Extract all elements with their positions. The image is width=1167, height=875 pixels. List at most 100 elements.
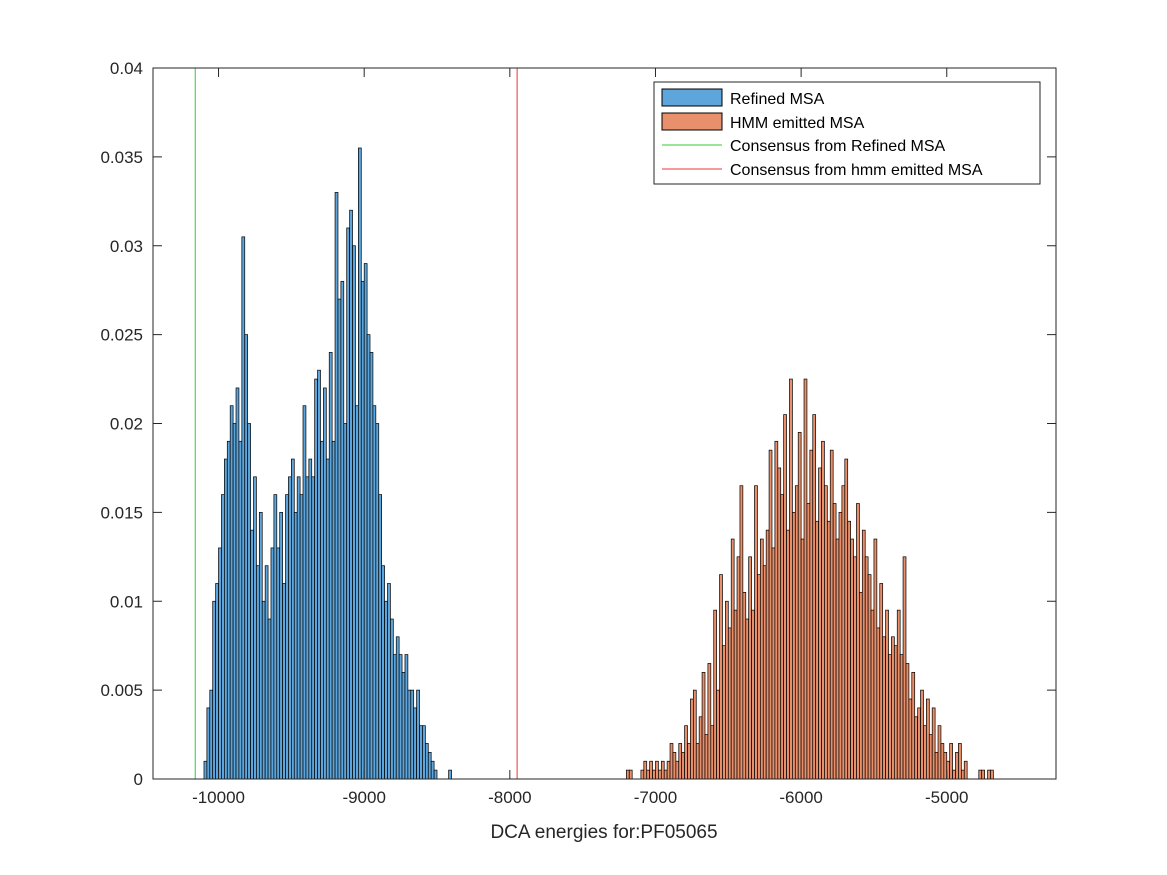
histogram-bar-series-0 <box>416 689 420 780</box>
histogram-bar-series-1 <box>695 743 700 780</box>
histogram-bar-series-1 <box>663 769 668 780</box>
histogram-bar-series-1 <box>719 574 723 780</box>
histogram-bar-series-0 <box>392 654 397 780</box>
histogram-bar-series-0 <box>366 334 371 780</box>
consensus-lines-layer <box>194 68 518 779</box>
histogram-bar-series-0 <box>209 689 214 780</box>
histogram-bar-series-0 <box>384 600 388 780</box>
histogram-bar-series-1 <box>893 645 898 780</box>
histogram-bar-series-1 <box>727 627 732 780</box>
histogram-bar-series-1 <box>690 698 694 780</box>
histogram-bar-series-1 <box>675 760 680 780</box>
histogram-bar-series-1 <box>806 503 811 780</box>
y-tick-label: 0.015 <box>100 503 143 522</box>
bars-layer <box>203 147 994 780</box>
y-tick-label: 0.035 <box>100 148 143 167</box>
histogram-bar-series-0 <box>218 547 222 780</box>
histogram-bar-series-0 <box>221 494 225 780</box>
histogram-bar-series-1 <box>783 414 787 780</box>
histogram-bar-series-0 <box>317 369 321 780</box>
histogram-bar-series-1 <box>911 671 916 780</box>
histogram-bar-series-0 <box>381 565 385 780</box>
legend-label-refined: Refined MSA <box>730 91 825 108</box>
legend-swatch-refined <box>661 88 723 107</box>
histogram-bar-series-1 <box>876 627 881 780</box>
histogram-bar-series-1 <box>692 689 697 780</box>
histogram-bar-series-0 <box>244 334 249 780</box>
histogram-bar-series-1 <box>955 751 959 780</box>
histogram-bar-series-1 <box>733 609 738 780</box>
histogram-bar-series-0 <box>425 743 429 780</box>
histogram-bar-series-1 <box>707 663 712 780</box>
histogram-bar-series-1 <box>838 512 843 780</box>
histogram-bar-series-1 <box>934 751 939 780</box>
histogram-bar-series-1 <box>792 512 796 780</box>
histogram-bar-series-1 <box>873 538 878 780</box>
histogram-bar-series-1 <box>861 529 866 780</box>
histogram-bar-series-0 <box>270 547 275 780</box>
histogram-bar-series-1 <box>643 760 648 780</box>
histogram-bar-series-1 <box>722 645 726 780</box>
histogram-bar-series-1 <box>917 707 921 780</box>
histogram-bar-series-1 <box>870 609 875 780</box>
histogram-bar-series-1 <box>713 609 717 780</box>
histogram-bar-series-1 <box>850 538 854 780</box>
histogram-bar-series-1 <box>678 743 683 780</box>
x-tick-label: -6000 <box>779 788 822 807</box>
histogram-bar-series-1 <box>774 440 779 780</box>
histogram-bar-series-1 <box>859 592 863 780</box>
legend-label-consensus-refined: Consensus from Refined MSA <box>730 138 946 155</box>
histogram-bar-series-0 <box>375 423 380 780</box>
histogram-bar-series-0 <box>299 494 304 780</box>
histogram-bar-series-1 <box>698 716 703 780</box>
histogram-bar-series-1 <box>818 467 822 780</box>
histogram-bar-series-0 <box>226 440 231 780</box>
histogram-bar-series-1 <box>829 449 834 780</box>
histogram-bar-series-0 <box>296 476 301 780</box>
histogram-bar-series-1 <box>905 663 910 780</box>
y-tick-label: 0.025 <box>100 326 143 345</box>
histogram-bar-series-0 <box>229 405 234 780</box>
histogram-bar-series-0 <box>235 387 240 780</box>
histogram-bar-series-1 <box>745 618 750 780</box>
histogram-bar-series-1 <box>736 556 741 780</box>
histogram-bar-series-1 <box>949 743 953 780</box>
histogram-bar-series-1 <box>902 556 907 780</box>
histogram-bar-series-0 <box>422 725 426 780</box>
histogram-bar-series-1 <box>826 520 831 780</box>
x-tick-label: -10000 <box>192 788 245 807</box>
histogram-bar-series-1 <box>687 743 691 780</box>
histogram-bar-series-1 <box>841 485 846 780</box>
histogram-bar-series-1 <box>628 769 633 780</box>
histogram-bar-series-1 <box>879 583 884 780</box>
histogram-bar-series-0 <box>358 147 362 780</box>
y-tick-label: 0 <box>134 770 143 789</box>
histogram-bar-series-0 <box>401 671 406 780</box>
histogram-bar-series-1 <box>684 725 688 780</box>
histogram-bar-series-0 <box>267 618 272 780</box>
histogram-bar-series-1 <box>928 734 933 780</box>
histogram-bar-series-0 <box>285 494 289 780</box>
histogram-bar-series-0 <box>407 689 412 780</box>
histogram-bar-series-0 <box>331 440 336 780</box>
histogram-bar-series-0 <box>410 689 415 780</box>
histogram-bar-series-1 <box>856 503 860 780</box>
histogram-bar-series-0 <box>215 583 219 780</box>
histogram-bar-series-1 <box>794 485 799 780</box>
histogram-bar-series-1 <box>748 556 752 780</box>
histogram-bar-series-0 <box>387 583 391 780</box>
histogram-bar-series-1 <box>672 751 677 780</box>
histogram-bar-series-0 <box>302 405 307 780</box>
histogram-bar-series-1 <box>786 529 790 780</box>
histogram-bar-series-0 <box>448 769 452 780</box>
histogram-bar-series-0 <box>430 760 435 780</box>
histogram-bar-series-1 <box>681 751 685 780</box>
histogram-bar-series-1 <box>835 538 840 780</box>
histogram-bar-series-1 <box>987 769 991 780</box>
histogram-bar-series-0 <box>372 405 377 780</box>
y-tick-label: 0.02 <box>110 415 143 434</box>
histogram-bar-series-1 <box>952 769 956 780</box>
histogram-bar-series-0 <box>253 476 257 780</box>
histogram-bar-series-1 <box>832 503 837 780</box>
histogram-bar-series-1 <box>914 716 918 780</box>
